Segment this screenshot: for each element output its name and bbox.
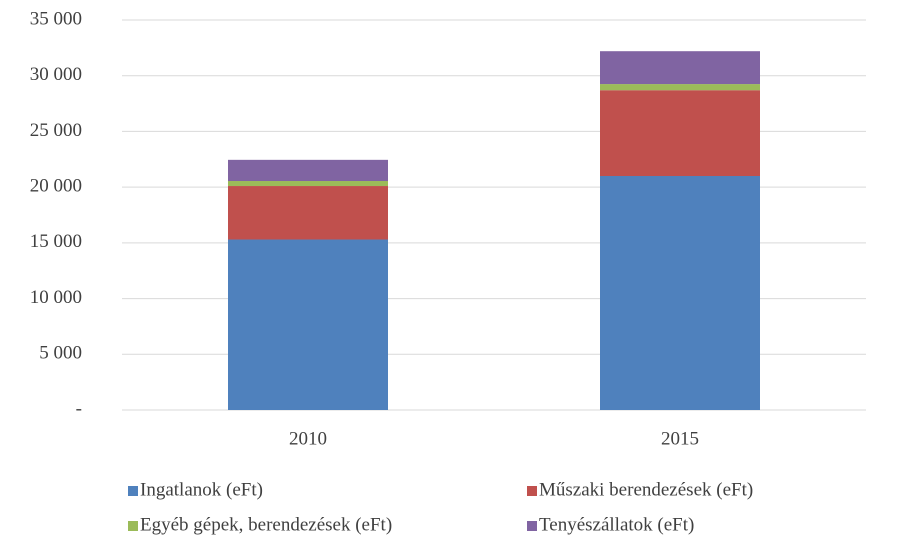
bar-segment: [600, 51, 760, 85]
legend-swatch: [527, 521, 537, 531]
bar-segment: [228, 239, 388, 410]
x-tick-label: 2010: [289, 428, 327, 449]
y-tick-label: 20 000: [30, 176, 82, 197]
bar-segment: [600, 176, 760, 410]
y-tick-label: 25 000: [30, 120, 82, 141]
legend-label: Tenyészállatok (eFt): [539, 514, 694, 535]
bar-segment: [600, 84, 760, 91]
legend-swatch: [128, 486, 138, 496]
y-tick-label: 5 000: [39, 343, 82, 364]
y-tick-label: 15 000: [30, 231, 82, 252]
bar-segment: [228, 181, 388, 187]
y-tick-label: 30 000: [30, 64, 82, 85]
y-tick-label: 10 000: [30, 287, 82, 308]
bar-segment: [228, 186, 388, 240]
legend-label: Ingatlanok (eFt): [140, 479, 263, 500]
bar-segment: [228, 159, 388, 182]
legend-swatch: [128, 521, 138, 531]
legend-swatch: [527, 486, 537, 496]
y-tick-label: 35 000: [30, 8, 82, 29]
legend-label: Műszaki berendezések (eFt): [539, 479, 753, 500]
legend-label: Egyéb gépek, berendezések (eFt): [140, 514, 392, 535]
bar-segment: [600, 90, 760, 176]
x-tick-label: 2015: [661, 428, 699, 449]
y-tick-label: -: [76, 398, 82, 419]
